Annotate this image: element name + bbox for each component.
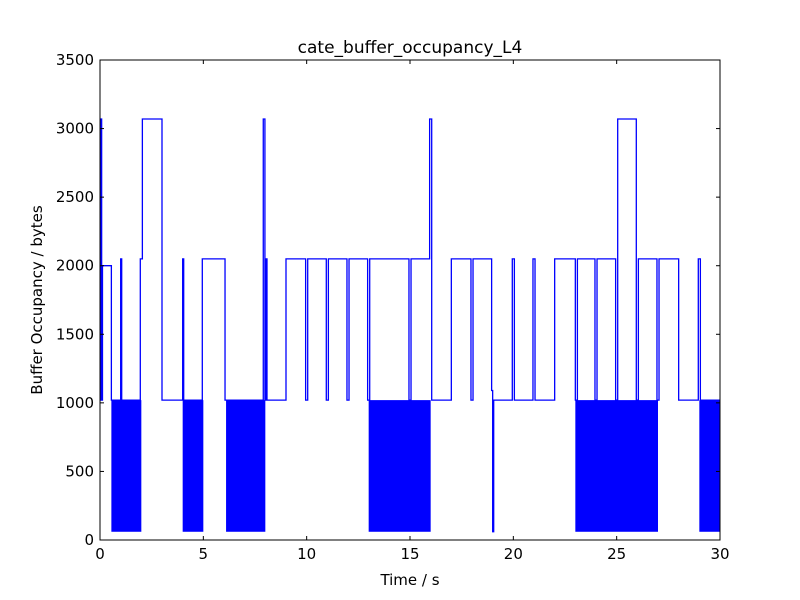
plot-area [100,118,720,533]
axes: 0 5 10 15 20 25 30 0 500 1000 1500 2000 2500 3000 3500 [56,51,730,563]
y-tick-label: 1500 [56,325,94,343]
y-tick-label: 500 [65,462,94,480]
dense-oscillation-region [368,400,431,532]
x-axis-label: Time / s [379,571,439,589]
dense-oscillation-region [111,400,142,532]
y-axis-label: Buffer Occupancy / bytes [28,205,46,395]
x-tick-label: 0 [95,545,105,563]
dense-oscillation-region [226,400,266,532]
x-tick-label: 30 [710,545,729,563]
y-tick-label: 3500 [56,51,94,69]
y-tick-label: 3000 [56,120,94,138]
x-tick-label: 15 [400,545,419,563]
x-tick-label: 20 [504,545,523,563]
dense-oscillation-region [182,400,204,532]
x-tick-label: 10 [297,545,316,563]
y-tick-label: 0 [84,531,94,549]
y-tick-label: 2500 [56,188,94,206]
dense-oscillation-region [575,400,658,532]
y-tick-label: 1000 [56,394,94,412]
chart-title: cate_buffer_occupancy_L4 [298,38,523,58]
x-tick-label: 25 [607,545,626,563]
y-tick-label: 2000 [56,257,94,275]
series-line [100,118,720,533]
dense-oscillation-region [699,400,720,532]
x-tick-label: 5 [199,545,209,563]
